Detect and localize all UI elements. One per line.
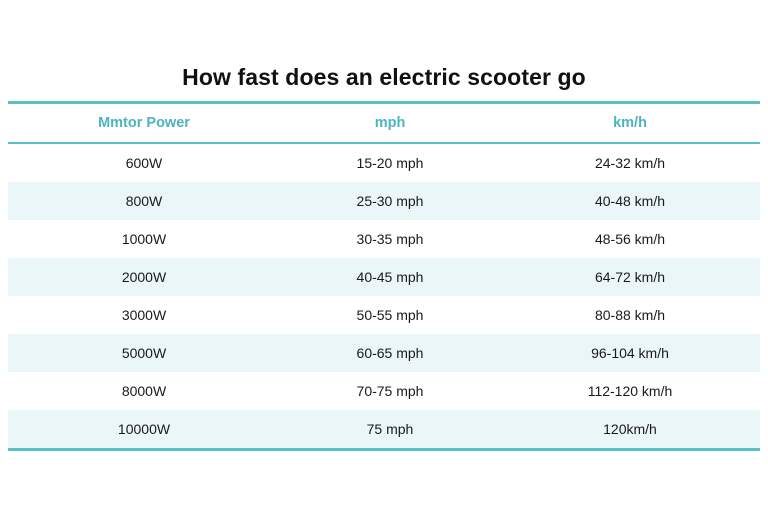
cell-mph: 60-65 mph <box>356 345 424 361</box>
table-row: 2000W 40-45 mph 64-72 km/h <box>8 258 760 296</box>
table-header-row: Mmtor Power mph km/h <box>8 104 760 144</box>
cell-mph: 75 mph <box>366 421 414 437</box>
column-header-motor-power: Mmtor Power <box>98 115 190 131</box>
table-row: 10000W 75 mph 120km/h <box>8 410 760 448</box>
cell-motor-power: 600W <box>125 155 163 171</box>
table-row: 5000W 60-65 mph 96-104 km/h <box>8 334 760 372</box>
cell-mph: 25-30 mph <box>356 193 424 209</box>
cell-motor-power: 2000W <box>121 269 167 285</box>
cell-kmh: 40-48 km/h <box>594 193 666 209</box>
table-row: 800W 25-30 mph 40-48 km/h <box>8 182 760 220</box>
cell-kmh: 96-104 km/h <box>591 345 669 361</box>
cell-mph: 30-35 mph <box>356 231 424 247</box>
column-header-kmh: km/h <box>613 115 647 131</box>
cell-kmh: 64-72 km/h <box>594 269 666 285</box>
cell-kmh: 48-56 km/h <box>594 231 666 247</box>
cell-kmh: 80-88 km/h <box>594 307 666 323</box>
cell-motor-power: 10000W <box>117 421 171 437</box>
table-row: 1000W 30-35 mph 48-56 km/h <box>8 220 760 258</box>
column-header-mph: mph <box>374 115 406 131</box>
speed-table: Mmtor Power mph km/h 600W 15-20 mph 24-3… <box>8 101 760 451</box>
cell-mph: 15-20 mph <box>356 155 424 171</box>
cell-mph: 50-55 mph <box>356 307 424 323</box>
cell-mph: 70-75 mph <box>356 383 424 399</box>
cell-kmh: 24-32 km/h <box>594 155 666 171</box>
table-row: 3000W 50-55 mph 80-88 km/h <box>8 296 760 334</box>
cell-mph: 40-45 mph <box>356 269 424 285</box>
table-row: 600W 15-20 mph 24-32 km/h <box>8 144 760 182</box>
page-title: How fast does an electric scooter go <box>182 64 586 90</box>
cell-motor-power: 8000W <box>121 383 167 399</box>
table-row: 8000W 70-75 mph 112-120 km/h <box>8 372 760 410</box>
cell-motor-power: 5000W <box>121 345 167 361</box>
cell-motor-power: 3000W <box>121 307 167 323</box>
cell-kmh: 120km/h <box>603 421 657 437</box>
cell-motor-power: 800W <box>125 193 163 209</box>
cell-kmh: 112-120 km/h <box>587 383 673 399</box>
cell-motor-power: 1000W <box>121 231 167 247</box>
